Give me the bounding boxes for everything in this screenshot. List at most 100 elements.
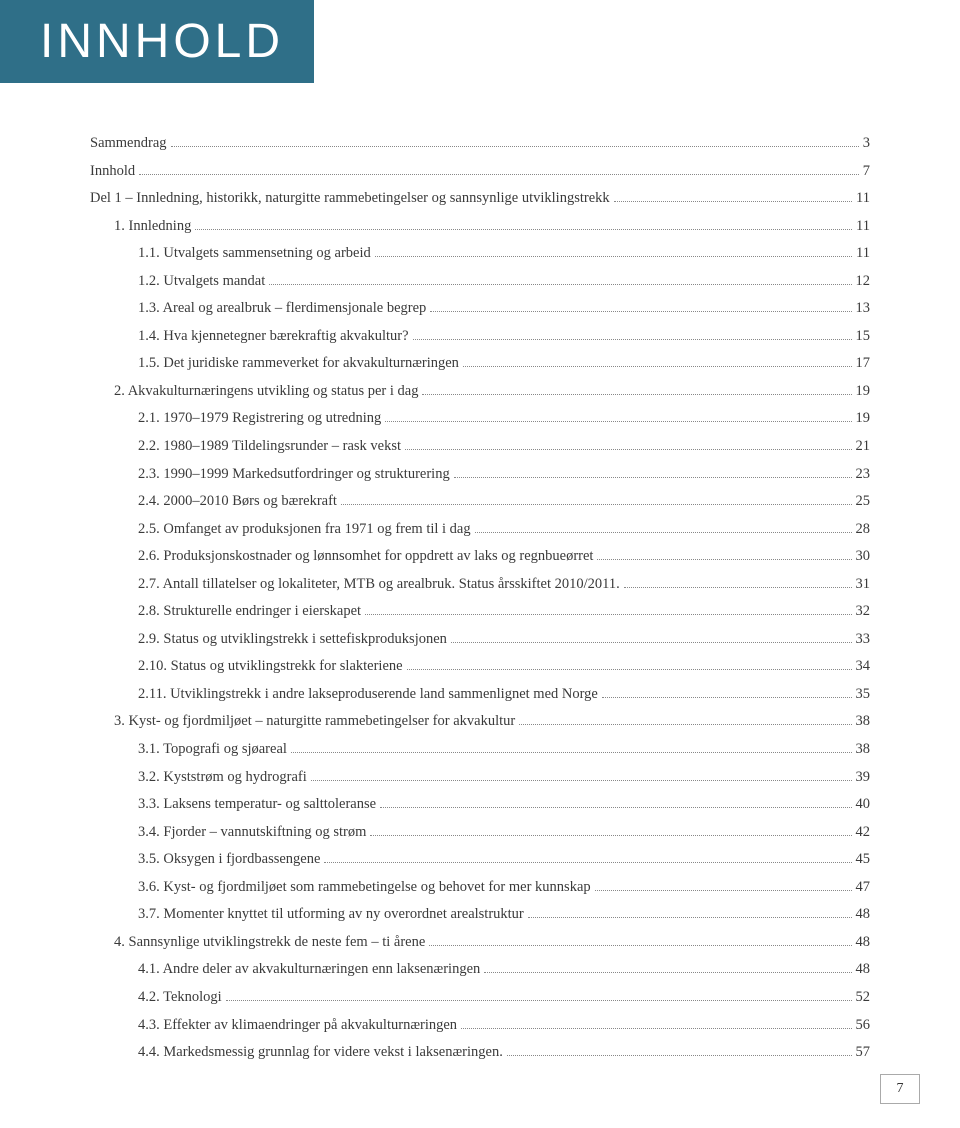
toc-entry-label: 3.4. Fjorder – vannutskiftning og strøm [138,819,366,847]
toc-leader-dots [269,273,851,285]
toc-row: 2.1. 1970–1979 Registrering og utredning… [90,405,870,433]
toc-entry-label: 1.2. Utvalgets mandat [138,268,265,296]
toc-row: 3.5. Oksygen i fjordbassengene 45 [90,846,870,874]
toc-entry-page: 23 [856,461,871,489]
toc-entry-label: 4.4. Markedsmessig grunnlag for videre v… [138,1039,503,1067]
toc-row: 1.3. Areal og arealbruk – flerdimensjona… [90,295,870,323]
page-number: 7 [897,1081,904,1097]
toc-leader-dots [430,301,851,313]
toc-entry-label: 2.7. Antall tillatelser og lokaliteter, … [138,571,620,599]
toc-leader-dots [385,411,851,423]
toc-leader-dots [226,989,852,1001]
toc-entry-page: 11 [856,213,870,241]
toc-entry-page: 38 [856,736,871,764]
toc-leader-dots [614,191,852,203]
toc-entry-page: 47 [856,874,871,902]
toc-leader-dots [461,1017,851,1029]
toc-leader-dots [624,576,852,588]
toc-row: 2.9. Status og utviklingstrekk i settefi… [90,626,870,654]
toc-entry-page: 35 [856,681,871,709]
toc-row: Del 1 – Innledning, historikk, naturgitt… [90,185,870,213]
toc-leader-dots [484,962,851,974]
toc-leader-dots [595,879,852,891]
toc-row: 3.6. Kyst- og fjordmiljøet som rammebeti… [90,874,870,902]
toc-entry-page: 38 [856,708,871,736]
toc-entry-page: 48 [856,956,871,984]
toc-entry-label: 1.5. Det juridiske rammeverket for akvak… [138,350,459,378]
toc-entry-page: 48 [856,929,871,957]
toc-row: 2.10. Status og utviklingstrekk for slak… [90,653,870,681]
toc-row: 3.1. Topografi og sjøareal38 [90,736,870,764]
toc-leader-dots [429,934,851,946]
toc-leader-dots [475,521,852,533]
toc-leader-dots [195,218,852,230]
toc-entry-label: 1. Innledning [114,213,191,241]
toc-entry-page: 52 [856,984,871,1012]
toc-leader-dots [413,328,852,340]
toc-entry-page: 40 [856,791,871,819]
toc-row: Innhold 7 [90,158,870,186]
toc-leader-dots [139,163,859,175]
toc-entry-label: Innhold [90,158,135,186]
page-title: INNHOLD [0,0,314,83]
toc-row: 2. Akvakulturnæringens utvikling og stat… [90,378,870,406]
toc-leader-dots [375,246,852,258]
toc-entry-label: 2.6. Produksjonskostnader og lønnsomhet … [138,543,593,571]
toc-row: 3.3. Laksens temperatur- og salttolerans… [90,791,870,819]
toc-entry-label: 2. Akvakulturnæringens utvikling og stat… [114,378,418,406]
toc-entry-page: 15 [856,323,871,351]
toc-row: 2.6. Produksjonskostnader og lønnsomhet … [90,543,870,571]
toc-row: 2.4. 2000–2010 Børs og bærekraft 25 [90,488,870,516]
toc-leader-dots [324,852,851,864]
toc-entry-label: 2.8. Strukturelle endringer i eierskapet [138,598,361,626]
toc-entry-label: 4. Sannsynlige utviklingstrekk de neste … [114,929,425,957]
toc-entry-label: 2.9. Status og utviklingstrekk i settefi… [138,626,447,654]
toc-entry-page: 25 [856,488,871,516]
toc-entry-page: 11 [856,240,870,268]
toc-entry-page: 45 [856,846,871,874]
toc-entry-page: 7 [863,158,870,186]
toc-entry-page: 56 [856,1012,871,1040]
toc-row: 1.5. Det juridiske rammeverket for akvak… [90,350,870,378]
toc-leader-dots [463,356,852,368]
toc-row: 3. Kyst- og fjordmiljøet – naturgitte ra… [90,708,870,736]
toc-entry-label: 1.1. Utvalgets sammensetning og arbeid [138,240,371,268]
toc-row: 3.2. Kyststrøm og hydrografi39 [90,764,870,792]
toc-row: 1.4. Hva kjennetegner bærekraftig akvaku… [90,323,870,351]
toc-entry-label: 3.5. Oksygen i fjordbassengene [138,846,320,874]
toc-entry-label: 4.1. Andre deler av akvakulturnæringen e… [138,956,480,984]
toc-entry-label: 3.7. Momenter knyttet til utforming av n… [138,901,524,929]
toc-entry-label: Sammendrag [90,130,167,158]
toc-row: 4.2. Teknologi52 [90,984,870,1012]
toc-leader-dots [171,135,859,147]
toc-row: 2.7. Antall tillatelser og lokaliteter, … [90,571,870,599]
toc-entry-page: 30 [856,543,871,571]
toc-entry-page: 33 [856,626,871,654]
toc-leader-dots [365,604,851,616]
toc-entry-label: 2.3. 1990–1999 Markedsutfordringer og st… [138,461,450,489]
toc-row: 4.3. Effekter av klimaendringer på akvak… [90,1012,870,1040]
toc-row: 2.5. Omfanget av produksjonen fra 1971 o… [90,516,870,544]
toc-leader-dots [519,714,851,726]
toc-entry-label: 2.11. Utviklingstrekk i andre lakseprodu… [138,681,598,709]
toc-entry-label: 4.3. Effekter av klimaendringer på akvak… [138,1012,457,1040]
toc-entry-page: 3 [863,130,870,158]
table-of-contents: Sammendrag 3 Innhold 7Del 1 – Innledning, h… [90,130,870,1067]
toc-leader-dots [597,549,851,561]
toc-entry-label: 1.4. Hva kjennetegner bærekraftig akvaku… [138,323,409,351]
toc-entry-label: 2.5. Omfanget av produksjonen fra 1971 o… [138,516,471,544]
toc-leader-dots [311,769,852,781]
toc-entry-page: 28 [856,516,871,544]
toc-leader-dots [422,383,851,395]
toc-entry-label: 2.2. 1980–1989 Tildelingsrunder – rask v… [138,433,401,461]
toc-row: 4.1. Andre deler av akvakulturnæringen e… [90,956,870,984]
toc-row: 4.4. Markedsmessig grunnlag for videre v… [90,1039,870,1067]
toc-entry-page: 13 [856,295,871,323]
toc-entry-label: 2.4. 2000–2010 Børs og bærekraft [138,488,337,516]
toc-row: 1.2. Utvalgets mandat12 [90,268,870,296]
toc-entry-label: 3. Kyst- og fjordmiljøet – naturgitte ra… [114,708,515,736]
toc-entry-label: 1.3. Areal og arealbruk – flerdimensjona… [138,295,426,323]
toc-entry-page: 39 [856,764,871,792]
toc-row: 4. Sannsynlige utviklingstrekk de neste … [90,929,870,957]
toc-entry-page: 42 [856,819,871,847]
